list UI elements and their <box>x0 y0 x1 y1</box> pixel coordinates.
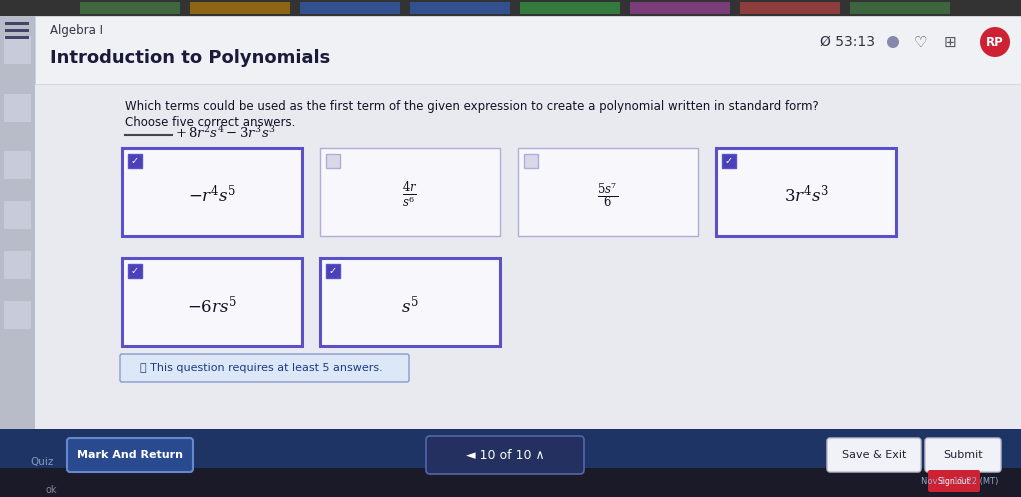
Bar <box>5 22 29 25</box>
Text: $\frac{4r}{s^6}$: $\frac{4r}{s^6}$ <box>402 180 418 210</box>
Text: ✓: ✓ <box>131 266 139 276</box>
Text: $\frac{5s^7}{6}$: $\frac{5s^7}{6}$ <box>597 181 619 209</box>
Bar <box>4 36 31 64</box>
Bar <box>190 2 290 14</box>
Text: $-r^4s^5$: $-r^4s^5$ <box>188 184 236 206</box>
Text: ⓘ This question requires at least 5 answers.: ⓘ This question requires at least 5 answ… <box>140 363 383 373</box>
Bar <box>740 2 840 14</box>
Bar <box>5 29 29 32</box>
FancyBboxPatch shape <box>320 148 500 236</box>
Bar <box>4 251 31 279</box>
Text: ♡: ♡ <box>913 34 927 50</box>
Text: Sign out: Sign out <box>938 477 970 486</box>
Text: Introduction to Polynomials: Introduction to Polynomials <box>50 49 330 67</box>
Bar <box>410 2 510 14</box>
Text: $+\,8r^2s^4-3r^3s^3$: $+\,8r^2s^4-3r^3s^3$ <box>175 125 276 141</box>
FancyBboxPatch shape <box>121 258 302 346</box>
Bar <box>850 2 950 14</box>
FancyBboxPatch shape <box>320 258 500 346</box>
Bar <box>128 264 142 278</box>
Bar <box>524 154 538 168</box>
Bar <box>4 301 31 329</box>
Bar <box>0 468 1021 497</box>
FancyBboxPatch shape <box>827 438 921 472</box>
Text: ✓: ✓ <box>131 156 139 166</box>
Bar <box>5 36 29 39</box>
FancyBboxPatch shape <box>67 438 193 472</box>
Bar <box>300 2 400 14</box>
Text: Mark And Return: Mark And Return <box>77 450 183 460</box>
FancyBboxPatch shape <box>928 470 980 492</box>
Circle shape <box>887 36 900 48</box>
Text: $3r^4s^3$: $3r^4s^3$ <box>783 184 828 206</box>
Text: Quiz: Quiz <box>30 457 53 467</box>
FancyBboxPatch shape <box>426 436 584 474</box>
Text: $s^5$: $s^5$ <box>401 294 419 316</box>
Text: ⊞: ⊞ <box>943 34 957 50</box>
FancyBboxPatch shape <box>121 148 302 236</box>
Bar <box>722 154 736 168</box>
Text: Nov 1   12:22 (MT): Nov 1 12:22 (MT) <box>921 477 998 486</box>
Bar <box>4 151 31 179</box>
Text: $-6rs^5$: $-6rs^5$ <box>187 294 237 316</box>
Bar <box>35 16 1021 84</box>
Text: ◄ 10 of 10 ∧: ◄ 10 of 10 ∧ <box>466 448 544 462</box>
FancyBboxPatch shape <box>120 354 409 382</box>
Text: Which terms could be used as the first term of the given expression to create a : Which terms could be used as the first t… <box>125 100 819 113</box>
Text: RP: RP <box>986 35 1004 49</box>
Bar <box>326 154 340 168</box>
Text: ✓: ✓ <box>725 156 733 166</box>
Bar <box>128 154 142 168</box>
Bar <box>520 2 620 14</box>
Text: ✓: ✓ <box>329 266 337 276</box>
Text: ok: ok <box>45 485 56 495</box>
Text: Algebra I: Algebra I <box>50 23 103 36</box>
Bar <box>4 201 31 229</box>
Bar <box>630 2 730 14</box>
Text: Submit: Submit <box>943 450 983 460</box>
Circle shape <box>980 27 1010 57</box>
Text: Save & Exit: Save & Exit <box>841 450 907 460</box>
FancyBboxPatch shape <box>925 438 1001 472</box>
Bar <box>80 2 180 14</box>
FancyBboxPatch shape <box>716 148 896 236</box>
Bar <box>4 94 31 122</box>
Bar <box>35 84 1021 429</box>
Bar <box>0 429 1021 484</box>
Bar <box>326 264 340 278</box>
Text: Choose five correct answers.: Choose five correct answers. <box>125 116 295 129</box>
Bar <box>0 16 35 497</box>
Text: Ø 53:13: Ø 53:13 <box>820 35 875 49</box>
Bar <box>0 0 1021 16</box>
FancyBboxPatch shape <box>518 148 698 236</box>
